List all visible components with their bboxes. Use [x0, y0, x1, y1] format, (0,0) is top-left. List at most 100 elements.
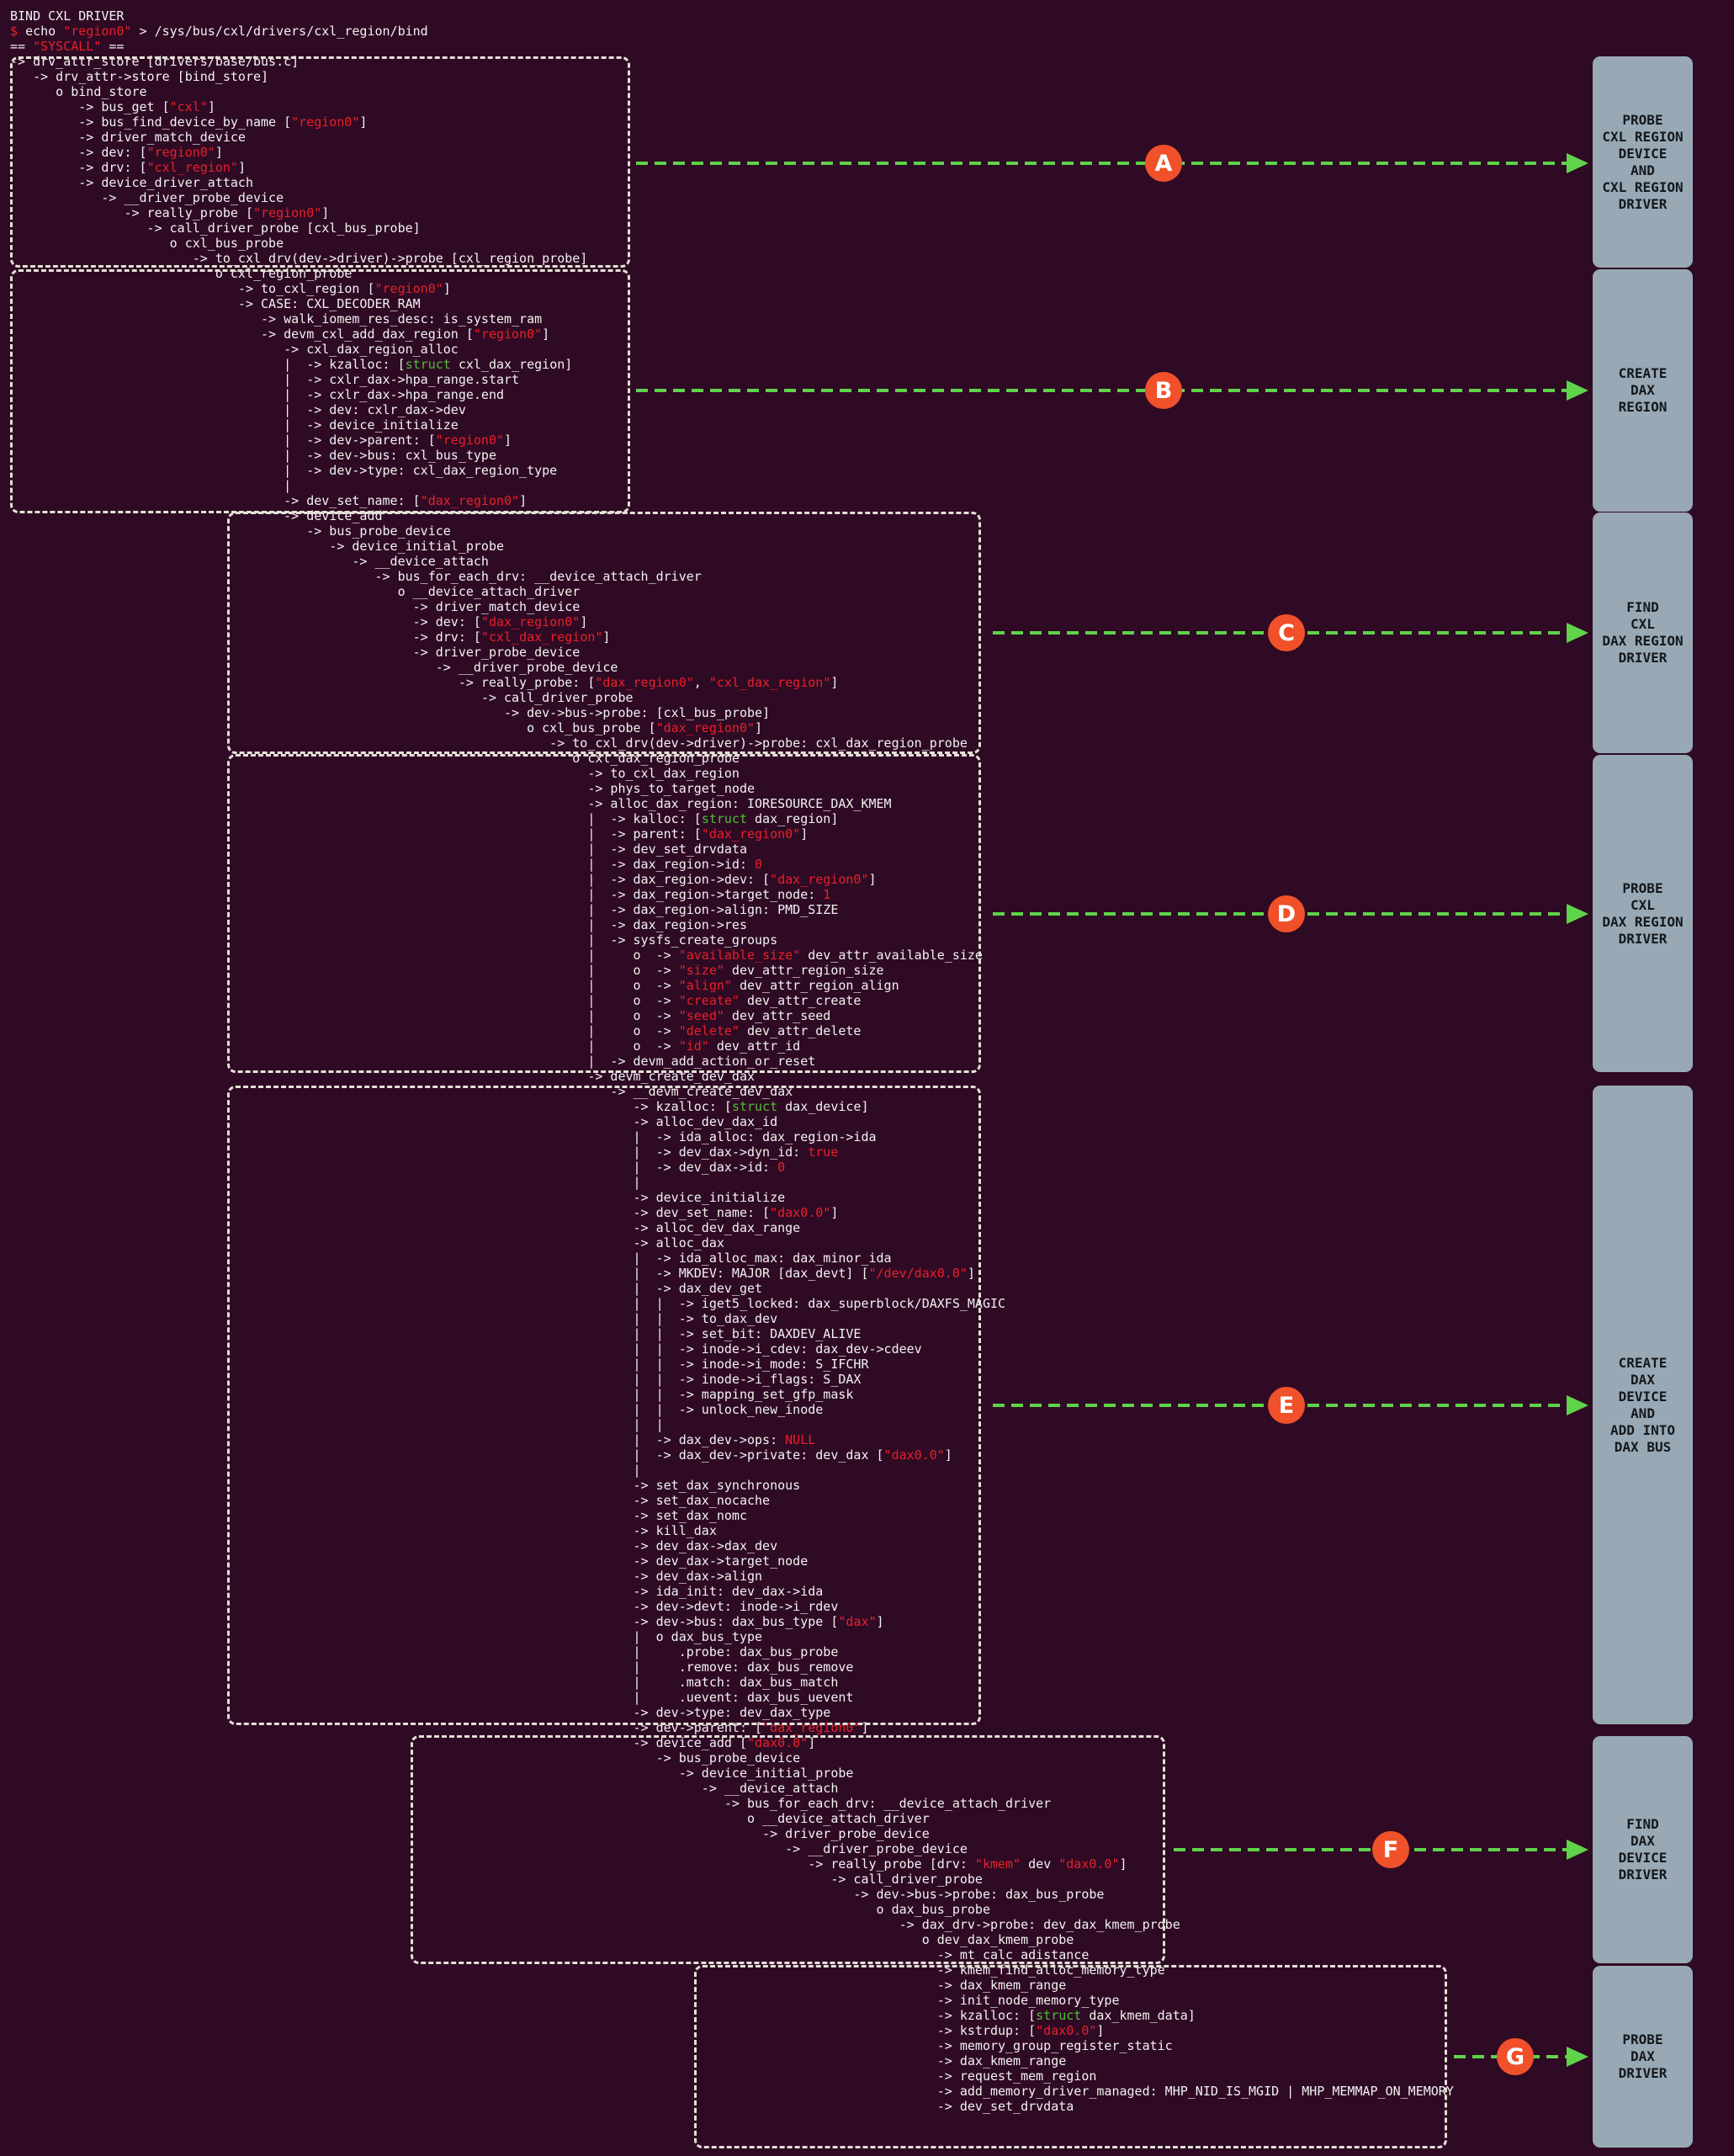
code-token: ]	[800, 826, 809, 842]
code-token: "dax0.0"	[883, 1447, 945, 1463]
code-line: -> bus_probe_device	[10, 1750, 1454, 1766]
code-token: -> drv: [	[10, 160, 147, 175]
code-line: -> dev_set_name: ["dax_region0"]	[10, 493, 1454, 508]
code-token: -> init_node_memory_type	[10, 1993, 1120, 2008]
code-token: -> alloc_dev_dax_range	[10, 1220, 801, 1235]
code-trace: BIND CXL DRIVER $ echo "region0" > /sys/b…	[10, 8, 1454, 2114]
code-token: | -> dax_dev_get	[10, 1281, 763, 1296]
code-token: | -> dev->bus: cxl_bus_type	[10, 448, 496, 463]
code-line: -> device_initial_probe	[10, 539, 1454, 554]
code-line: | -> dev_set_drvdata	[10, 842, 1454, 857]
code-token: -> to_cxl_dax_region	[10, 766, 740, 781]
code-line: | .uevent: dax_bus_uevent	[10, 1690, 1454, 1705]
code-token: -> kill_dax	[10, 1523, 717, 1538]
code-token: | -> devm_add_action_or_reset	[10, 1054, 816, 1069]
code-token: dev_attr_create	[739, 993, 862, 1008]
code-line: | .match: dax_bus_match	[10, 1675, 1454, 1690]
code-token: | -> dev_set_drvdata	[10, 842, 747, 857]
code-line: | o dax_bus_type	[10, 1629, 1454, 1644]
code-line: -> alloc_dax_region: IORESOURCE_DAX_KMEM	[10, 796, 1454, 811]
code-token: |	[10, 478, 292, 493]
code-token: dax_kmem_data]	[1081, 2008, 1196, 2023]
stage-panel-g: PROBE DAX DRIVER	[1593, 1966, 1693, 2148]
code-token: dev_attr_id	[708, 1038, 801, 1054]
code-token: -> dev->bus->probe: [cxl_bus_probe]	[10, 705, 771, 720]
code-line: | -> dev_dax->dyn_id: true	[10, 1144, 1454, 1160]
code-line: | -> dax_dev->private: dev_dax ["dax0.0"…	[10, 1447, 1454, 1463]
code-line: -> __device_attach	[10, 1781, 1454, 1796]
code-token: "region0"	[252, 205, 322, 220]
code-line: -> __driver_probe_device	[10, 660, 1454, 675]
code-token: "/dev/dax0.0"	[868, 1266, 968, 1281]
code-token: -> to_cxl_drv(dev->driver)->probe [cxl_r…	[10, 251, 588, 266]
code-token: -> alloc_dax_region: IORESOURCE_DAX_KMEM	[10, 796, 892, 811]
code-line: -> to_cxl_drv(dev->driver)->probe: cxl_d…	[10, 735, 1454, 751]
code-token: ]	[1096, 2023, 1105, 2038]
code-token: | -> dax_region->align: PMD_SIZE	[10, 902, 839, 917]
code-token: | -> kalloc: [	[10, 811, 702, 826]
code-token: ,	[693, 675, 709, 690]
code-token: -> bus_probe_device	[10, 523, 451, 539]
code-token: | -> parent: [	[10, 826, 702, 842]
trace-box-d	[227, 754, 981, 1073]
code-line: | -> dev->parent: ["region0"]	[10, 433, 1454, 448]
code-token: -> dev_set_name: [	[10, 1205, 771, 1220]
code-token: | -> dev: cxlr_dax->dev	[10, 402, 466, 417]
code-token: -> really_probe [	[10, 205, 253, 220]
code-token: -> bus_for_each_drv: __device_attach_dri…	[10, 1796, 1052, 1811]
code-token: | o ->	[10, 1008, 679, 1023]
code-line: -> really_probe [drv: "kmem" dev "dax0.0…	[10, 1856, 1454, 1872]
code-line: | | -> inode->i_cdev: dax_dev->cdeev	[10, 1341, 1454, 1357]
code-line: | | -> inode->i_mode: S_IFCHR	[10, 1357, 1454, 1372]
code-token: -> kzalloc: [	[10, 1099, 732, 1114]
code-token: | -> dax_region->dev: [	[10, 872, 771, 887]
arrowhead-c	[1567, 623, 1588, 643]
arrowhead-d	[1567, 904, 1588, 924]
trace-box-c	[227, 512, 981, 754]
code-line: -> set_dax_nocache	[10, 1493, 1454, 1508]
code-token: ==	[101, 39, 125, 54]
code-token: -> devm_cxl_add_dax_region [	[10, 327, 474, 342]
code-line: | -> cxlr_dax->hpa_range.end	[10, 387, 1454, 402]
code-line: | | -> unlock_new_inode	[10, 1402, 1454, 1417]
code-token: -> bus_probe_device	[10, 1750, 801, 1766]
code-token: | -> ida_alloc: dax_region->ida	[10, 1129, 877, 1144]
stage-label-f: FIND DAX DEVICE DRIVER	[1618, 1816, 1668, 1883]
code-line: -> kstrdup: ["dax0.0"]	[10, 2023, 1454, 2038]
code-token: "region0"	[291, 114, 360, 130]
code-line: | -> dax_region->align: PMD_SIZE	[10, 902, 1454, 917]
code-token: -> dev->devt: inode->i_rdev	[10, 1599, 839, 1614]
code-line: | -> dax_region->res	[10, 917, 1454, 932]
code-token: ]	[321, 205, 330, 220]
code-token: "align"	[678, 978, 732, 993]
code-line: |	[10, 1175, 1454, 1190]
code-line: -> dev: ["dax_region0"]	[10, 614, 1454, 629]
code-token: "cxl_region"	[146, 160, 238, 175]
code-token: -> really_probe [drv:	[10, 1856, 975, 1872]
code-token: -> driver_match_device	[10, 599, 581, 614]
code-token: | | -> unlock_new_inode	[10, 1402, 824, 1417]
code-line: -> dax_kmem_range	[10, 1978, 1454, 1993]
code-line: | -> ida_alloc_max: dax_minor_ida	[10, 1251, 1454, 1266]
code-token: -> __driver_probe_device	[10, 1841, 968, 1856]
connector-g: G	[1454, 2038, 1588, 2075]
code-line: -> driver_match_device	[10, 599, 1454, 614]
code-line: -> dev_dax->align	[10, 1569, 1454, 1584]
code-token: -> bus_find_device_by_name [	[10, 114, 292, 130]
code-token: ]	[542, 327, 550, 342]
badge-letter-g: G	[1506, 2044, 1525, 2070]
code-line: -> bus_find_device_by_name ["region0"]	[10, 114, 1454, 130]
code-token: ]	[207, 99, 215, 114]
code-token: "dax_region0"	[595, 675, 694, 690]
code-token: -> ida_init: dev_dax->ida	[10, 1584, 824, 1599]
code-token: |	[10, 1463, 641, 1478]
trace-box-e	[227, 1086, 981, 1725]
code-token: o dev_dax_kmem_probe	[10, 1932, 1074, 1947]
code-token: o __device_attach_driver	[10, 1811, 930, 1826]
code-token: "dax0.0"	[746, 1735, 809, 1750]
code-line: | -> cxlr_dax->hpa_range.start	[10, 372, 1454, 387]
code-token: -> to_cxl_drv(dev->driver)->probe: cxl_d…	[10, 735, 968, 751]
code-token: "kmem"	[974, 1856, 1021, 1872]
code-token: o cxl_bus_probe [	[10, 720, 656, 735]
code-line: -> dev_set_name: ["dax0.0"]	[10, 1205, 1454, 1220]
